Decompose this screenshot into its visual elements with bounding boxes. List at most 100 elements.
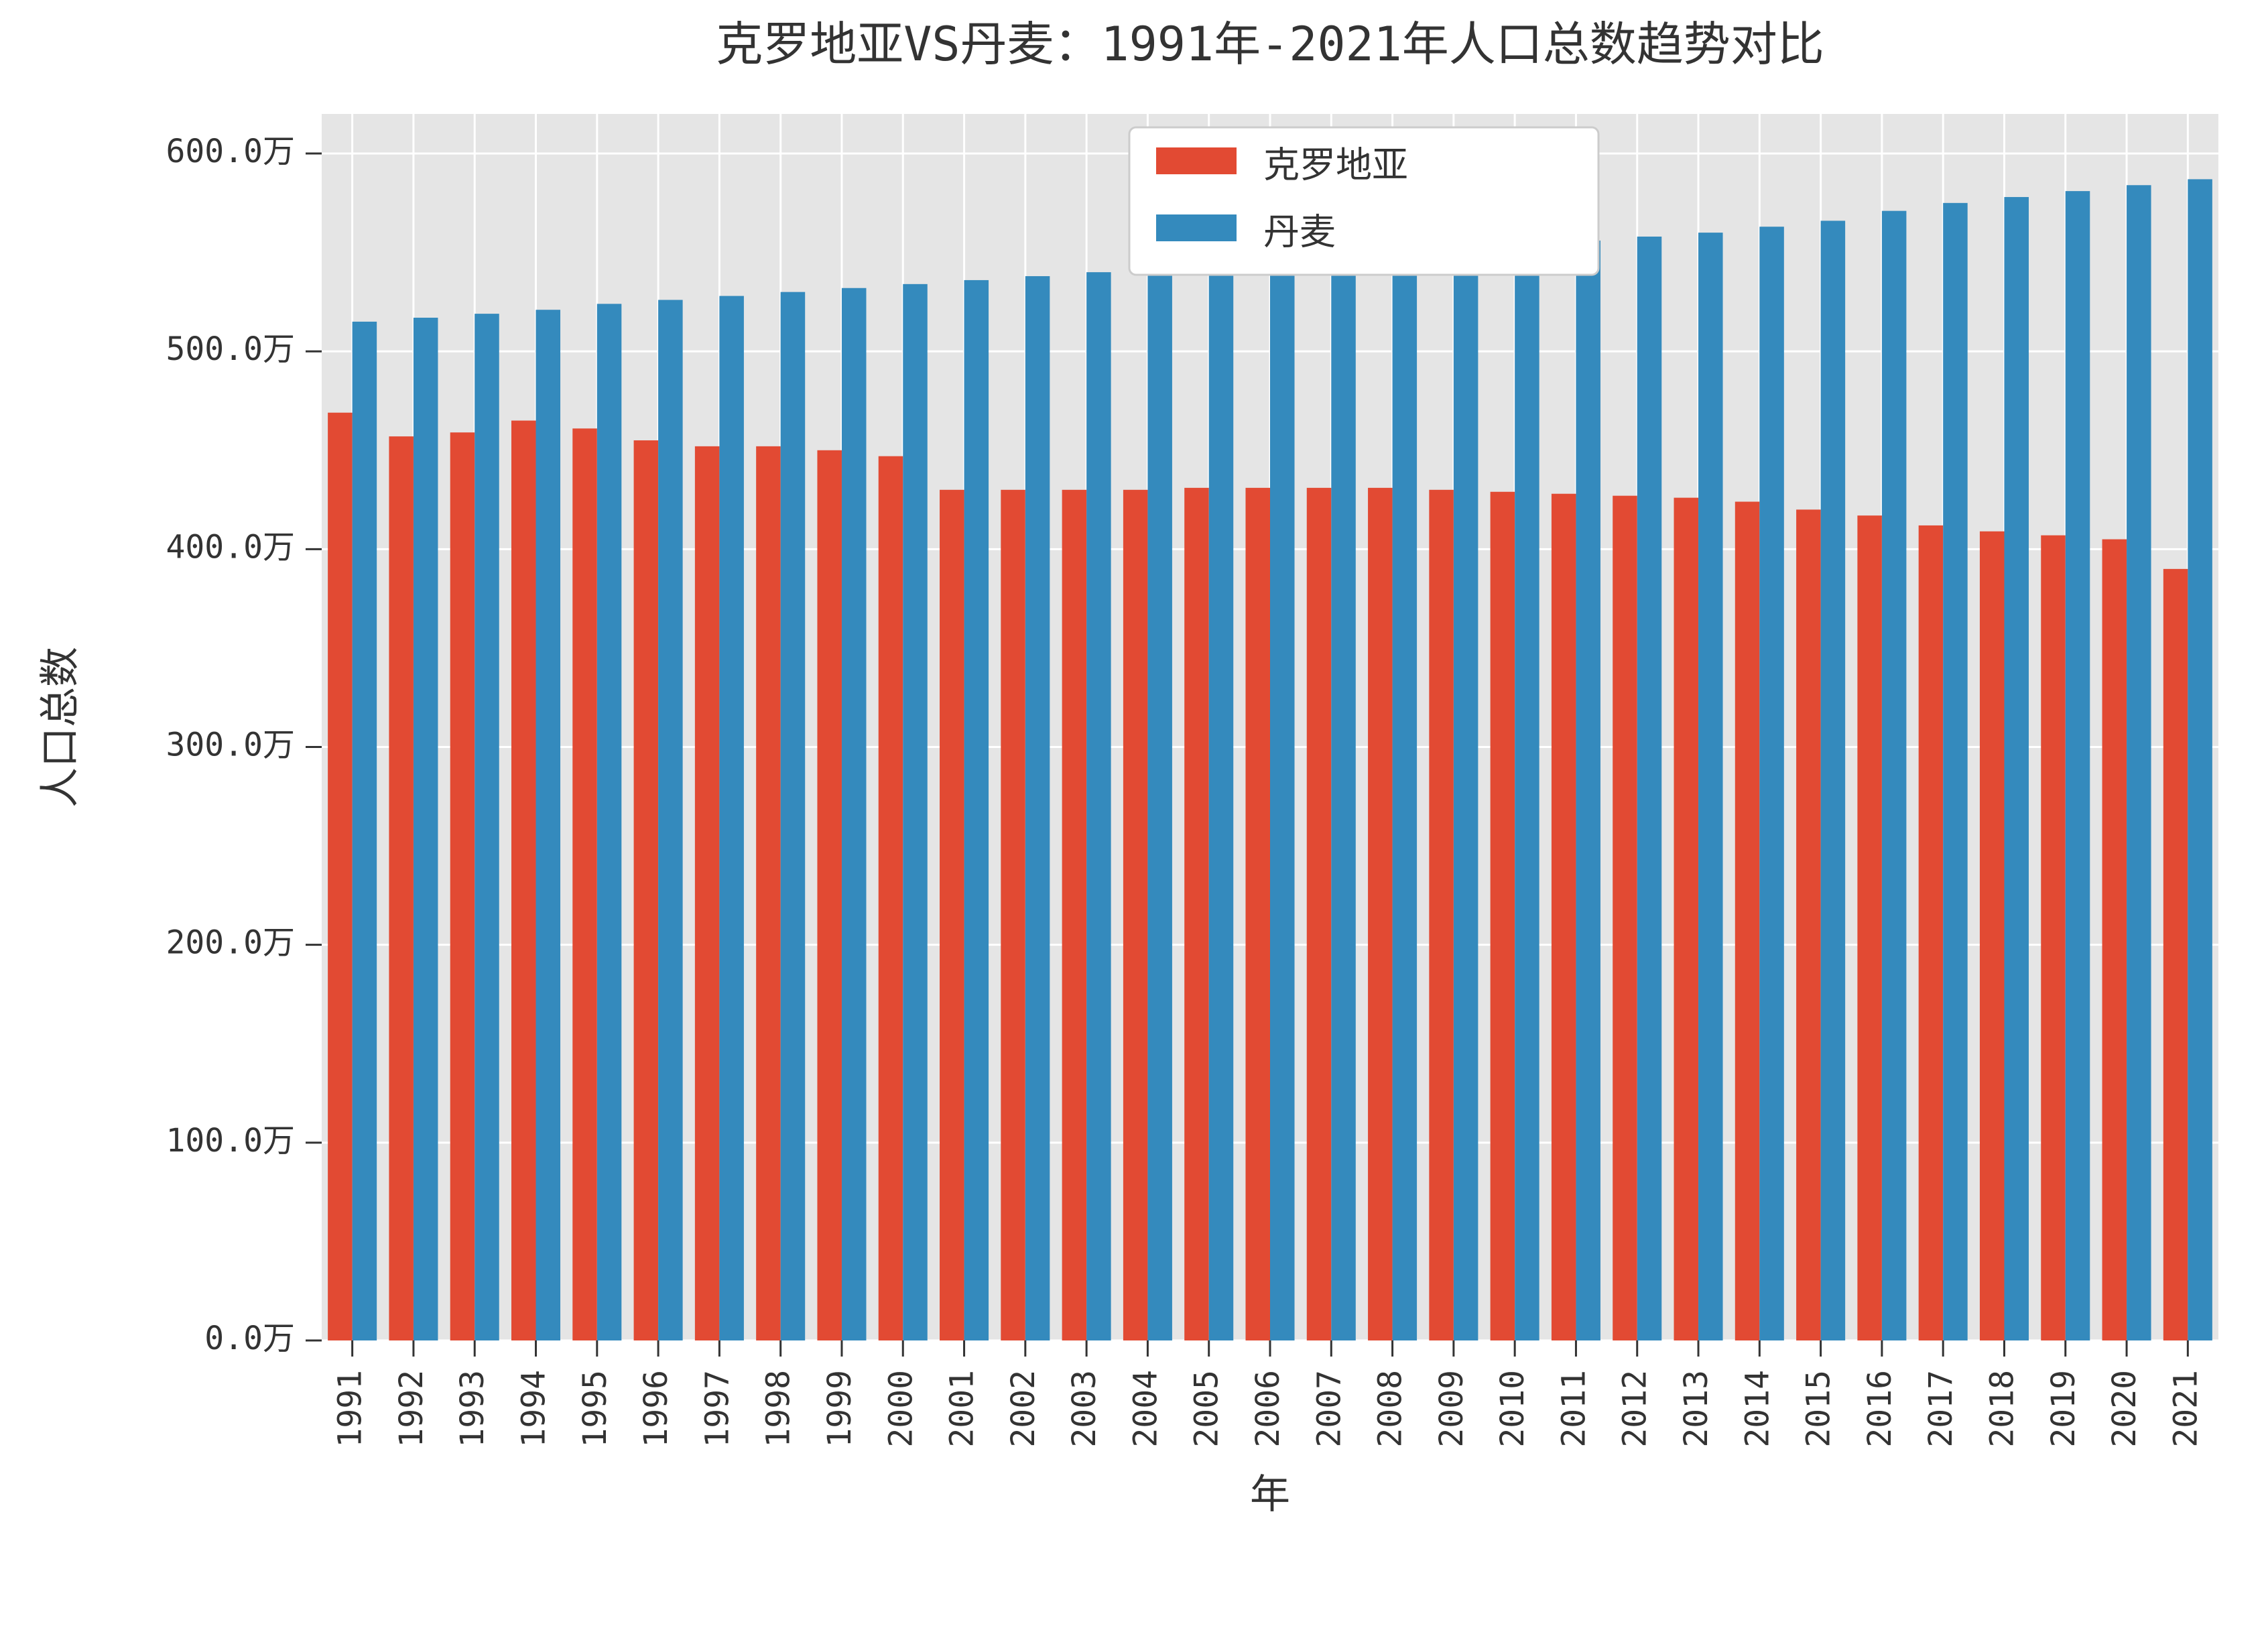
bar-croatia [1980,531,2005,1340]
bar-croatia [450,432,475,1340]
bar-denmark [1759,227,1784,1340]
bar-croatia [756,446,781,1340]
bar-denmark [2127,185,2151,1340]
x-tick-label: 2019 [2045,1370,2082,1448]
bar-denmark [1454,249,1478,1340]
bar-denmark [1331,257,1356,1340]
y-tick-label: 400.0万 [166,528,296,566]
bar-denmark [1147,268,1172,1340]
bar-croatia [2163,569,2188,1340]
bar-croatia [1491,492,1515,1340]
x-tick-label: 2001 [944,1370,981,1448]
bar-denmark [1882,211,1907,1340]
bar-denmark [1698,233,1723,1340]
x-tick-label: 1999 [821,1370,859,1448]
x-tick-label: 2004 [1127,1370,1164,1448]
bar-denmark [964,280,989,1340]
bar-croatia [695,446,720,1340]
legend-swatch-croatia [1156,147,1237,174]
bar-denmark [1209,264,1234,1340]
x-tick-label: 2016 [1861,1370,1899,1448]
x-tick-label: 2013 [1678,1370,1715,1448]
x-tick-label: 1994 [515,1370,553,1448]
bar-croatia [1123,490,1148,1340]
bar-croatia [1552,494,1576,1340]
x-tick-label: 2015 [1800,1370,1838,1448]
x-tick-label: 2017 [1922,1370,1960,1448]
x-tick-label: 2000 [882,1370,920,1448]
x-tick-label: 2003 [1066,1370,1103,1448]
bar-denmark [1821,221,1846,1340]
chart-svg: 0.0万100.0万200.0万300.0万400.0万500.0万600.0万… [0,0,2268,1628]
bar-croatia [817,450,842,1340]
bar-denmark [1025,276,1050,1340]
bar-croatia [1062,490,1087,1340]
bar-croatia [1429,490,1454,1340]
x-tick-label: 1996 [637,1370,675,1448]
x-tick-label: 2002 [1005,1370,1042,1448]
bar-croatia [1001,490,1025,1340]
bar-denmark [536,310,561,1340]
bar-croatia [1857,515,1882,1340]
bar-croatia [1796,509,1821,1340]
bar-croatia [389,436,414,1340]
x-tick-label: 2018 [1983,1370,2021,1448]
x-tick-label: 2010 [1494,1370,1531,1448]
x-tick-label: 1995 [576,1370,614,1448]
bar-croatia [1245,488,1270,1340]
bar-denmark [1270,260,1295,1340]
x-tick-label: 1993 [454,1370,491,1448]
bar-croatia [1735,502,1760,1340]
bar-denmark [1576,241,1600,1340]
x-tick-label: 1991 [332,1370,369,1448]
bar-denmark [1637,237,1662,1340]
legend-label-denmark: 丹麦 [1263,211,1336,253]
x-tick-label: 2008 [1372,1370,1409,1448]
bar-denmark [1943,203,1968,1340]
bar-croatia [1307,488,1332,1340]
bar-croatia [1613,496,1637,1340]
bar-croatia [940,490,964,1340]
x-tick-label: 2006 [1249,1370,1287,1448]
x-tick-label: 2011 [1555,1370,1592,1448]
x-tick-label: 1992 [393,1370,430,1448]
bar-croatia [328,413,353,1340]
y-tick-label: 100.0万 [166,1122,296,1160]
chart-container: 0.0万100.0万200.0万300.0万400.0万500.0万600.0万… [0,0,2268,1628]
bar-denmark [1515,245,1539,1340]
bar-croatia [1184,488,1209,1340]
x-tick-label: 2012 [1617,1370,1654,1448]
bar-denmark [842,288,867,1340]
bar-croatia [1919,525,1944,1340]
bar-croatia [1674,498,1699,1340]
bar-croatia [2041,536,2066,1340]
y-tick-label: 300.0万 [166,727,296,764]
y-tick-label: 600.0万 [166,133,296,170]
x-tick-label: 2020 [2106,1370,2143,1448]
x-tick-label: 2021 [2167,1370,2204,1448]
bar-denmark [658,300,683,1340]
bar-denmark [2066,191,2090,1340]
bar-denmark [2004,197,2029,1340]
legend-swatch-denmark [1156,214,1237,241]
bar-croatia [511,421,536,1341]
bar-croatia [1368,488,1393,1340]
legend-label-croatia: 克罗地亚 [1263,144,1408,186]
bar-denmark [414,318,438,1340]
bar-croatia [879,456,903,1340]
x-tick-label: 2009 [1433,1370,1470,1448]
bar-denmark [475,314,499,1340]
bar-croatia [634,440,659,1340]
bar-denmark [781,292,806,1340]
chart-title: 克罗地亚VS丹麦：1991年-2021年人口总数趋势对比 [716,17,1824,72]
x-tick-label: 1998 [760,1370,798,1448]
bar-denmark [2188,179,2212,1340]
y-tick-label: 200.0万 [166,924,296,962]
y-tick-label: 500.0万 [166,330,296,368]
bar-denmark [1393,253,1418,1340]
bar-denmark [1086,272,1111,1340]
x-tick-label: 2014 [1739,1370,1776,1448]
x-tick-label: 1997 [698,1370,736,1448]
x-axis-label: 年 [1250,1471,1290,1518]
bar-denmark [903,284,928,1340]
